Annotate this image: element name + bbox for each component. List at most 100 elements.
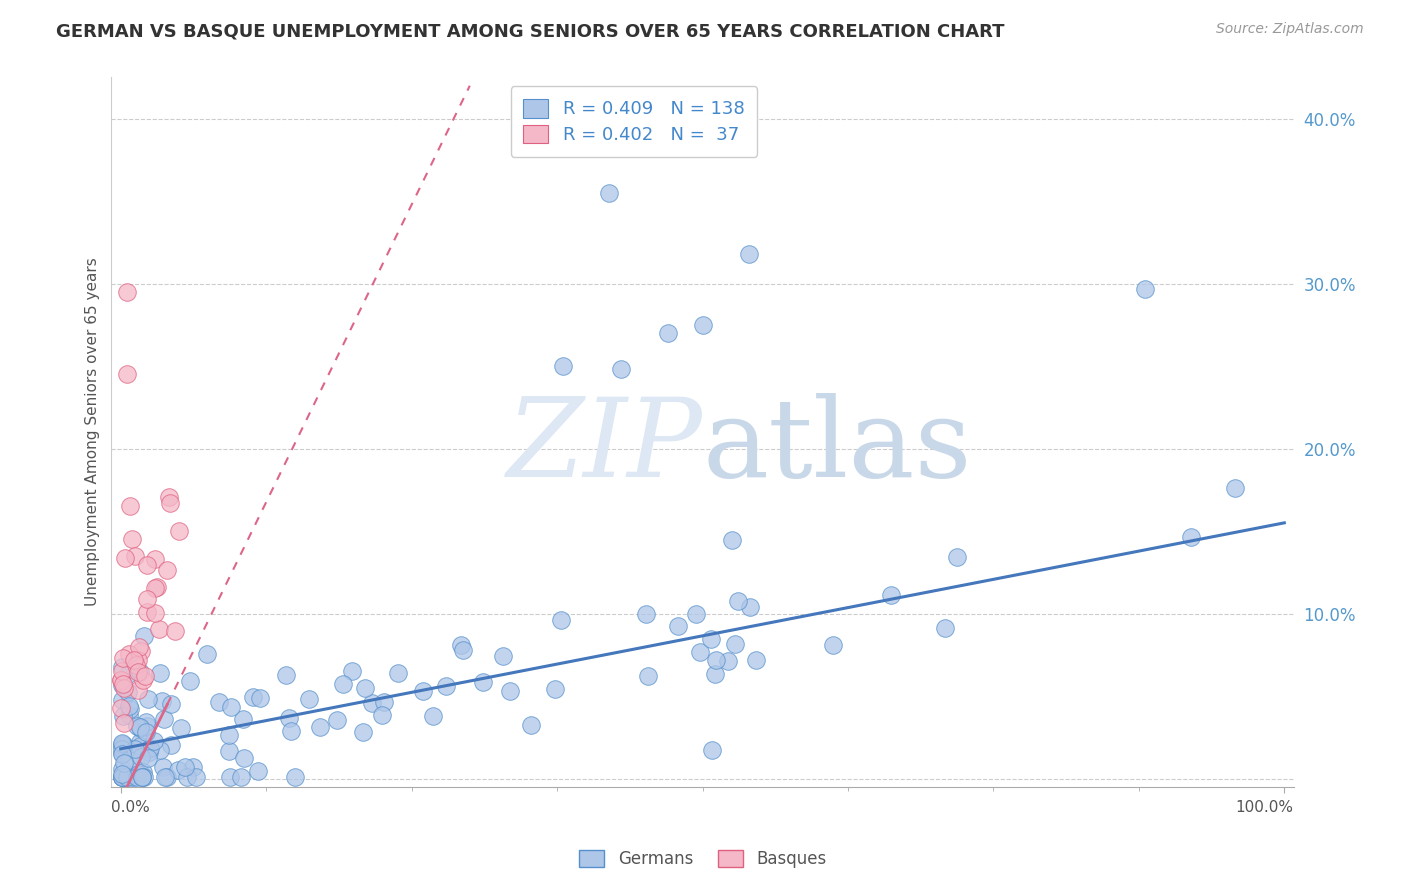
Text: atlas: atlas [703,392,972,500]
Point [745,653,768,667]
Point [353,725,375,739]
Point [354,681,377,696]
Text: GERMAN VS BASQUE UNEMPLOYMENT AMONG SENIORS OVER 65 YEARS CORRELATION CHART: GERMAN VS BASQUE UNEMPLOYMENT AMONG SENI… [56,22,1005,40]
Point [136,591,159,606]
Legend: Germans, Basques: Germans, Basques [572,843,834,875]
Point [284,770,307,784]
Point [637,669,659,683]
Point [143,551,166,566]
Point [727,594,749,608]
Point [821,638,844,652]
Point [721,533,744,548]
Point [700,743,723,757]
Point [111,747,134,761]
Point [131,764,153,779]
Point [110,673,132,687]
Point [128,735,150,749]
Point [118,753,141,767]
Point [135,724,157,739]
Point [136,719,159,733]
Point [111,664,134,678]
Point [471,675,494,690]
Point [689,645,711,659]
Point [218,744,240,758]
Point [657,326,679,340]
Point [110,673,132,687]
Point [112,770,135,784]
Point [110,700,132,714]
Point [174,759,197,773]
Point [132,628,155,642]
Point [129,643,152,657]
Point [121,533,143,547]
Point [129,665,152,679]
Point [159,496,181,510]
Point [111,736,134,750]
Point [111,770,134,784]
Point [128,763,150,777]
Point [111,678,134,692]
Point [115,770,138,784]
Point [131,770,153,784]
Point [129,749,152,764]
Point [111,737,134,751]
Point [150,693,173,707]
Point [724,637,747,651]
Point [117,666,139,681]
Point [127,665,149,679]
Point [132,770,155,784]
Point [111,767,134,781]
Point [143,581,166,595]
Point [450,638,472,652]
Point [371,707,394,722]
Point [231,770,253,784]
Point [170,721,193,735]
Point [1133,282,1156,296]
Point [111,651,134,665]
Point [544,682,567,697]
Point [945,549,967,564]
Y-axis label: Unemployment Among Seniors over 65 years: Unemployment Among Seniors over 65 years [86,258,100,607]
Point [666,619,689,633]
Point [179,674,201,689]
Point [125,658,148,673]
Point [125,770,148,784]
Point [186,770,208,784]
Point [298,692,321,706]
Point [112,738,135,752]
Point [181,760,204,774]
Point [165,624,187,639]
Point [117,685,139,699]
Point [221,700,243,714]
Point [160,697,183,711]
Point [112,716,135,731]
Point [138,745,160,759]
Point [232,712,254,726]
Point [111,693,134,707]
Point [135,714,157,729]
Point [373,695,395,709]
Point [125,718,148,732]
Point [153,770,176,784]
Point [118,699,141,714]
Point [131,770,153,784]
Text: 0.0%: 0.0% [111,800,150,815]
Point [160,738,183,752]
Point [112,676,135,690]
Point [208,695,231,709]
Point [115,368,138,382]
Point [242,690,264,705]
Point [128,739,150,753]
Point [127,767,149,781]
Point [325,713,347,727]
Point [152,760,174,774]
Point [111,769,134,783]
Point [195,647,218,661]
Point [332,677,354,691]
Text: Source: ZipAtlas.com: Source: ZipAtlas.com [1216,22,1364,37]
Point [138,751,160,765]
Point [274,668,297,682]
Point [156,770,179,784]
Point [492,649,515,664]
Point [218,728,240,742]
